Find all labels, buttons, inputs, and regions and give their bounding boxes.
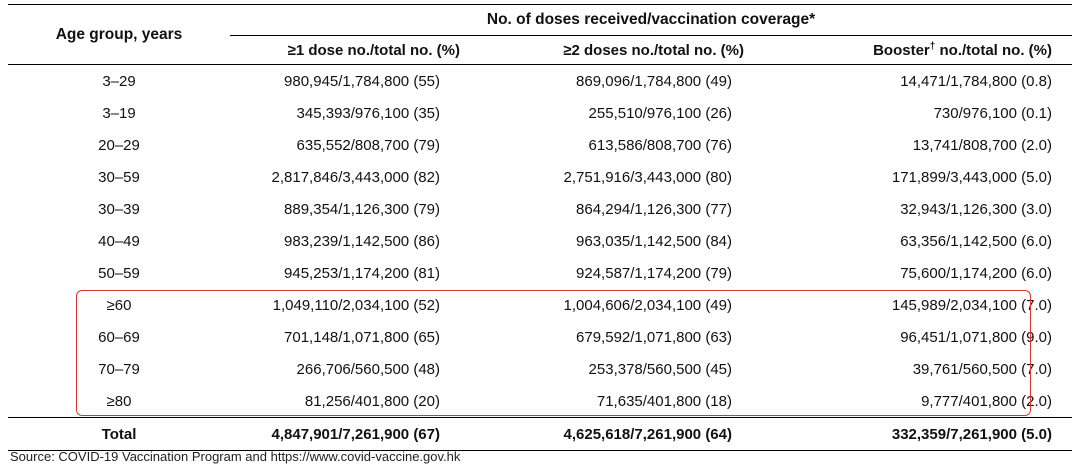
vaccination-coverage-table: Age group, years No. of doses received/v… <box>8 4 1072 451</box>
one-dose-cell: 635,552/808,700 (79) <box>296 136 440 154</box>
booster-cell: 13,741/808,700 (2.0) <box>912 136 1052 154</box>
one-dose-cell: 945,253/1,174,200 (81) <box>284 264 440 282</box>
booster-cell: 730/976,100 (0.1) <box>933 104 1052 122</box>
table-top-rule <box>8 4 1072 5</box>
age-group-cell: 40–49 <box>98 232 140 250</box>
age-group-cell: 60–69 <box>98 328 140 346</box>
one-dose-cell: 701,148/1,071,800 (65) <box>284 328 440 346</box>
age-group-cell: 30–59 <box>98 168 140 186</box>
booster-header-mark: † <box>929 41 936 52</box>
booster-cell: 9,777/401,800 (2.0) <box>921 392 1052 410</box>
booster-cell: 63,356/1,142,500 (6.0) <box>900 232 1052 250</box>
booster-cell: 32,943/1,126,300 (3.0) <box>900 200 1052 218</box>
two-doses-cell: 71,635/401,800 (18) <box>596 392 732 410</box>
two-doses-cell: 253,378/560,500 (45) <box>588 360 732 378</box>
total-label: Total <box>8 417 230 451</box>
two-doses-cell: 924,587/1,174,200 (79) <box>576 264 732 282</box>
booster-header-prefix: Booster <box>873 42 930 59</box>
age-group-cell: ≥80 <box>106 392 132 410</box>
two-doses-header: ≥2 doses no./total no. (%) <box>510 35 796 65</box>
one-dose-header: ≥1 dose no./total no. (%) <box>230 35 510 65</box>
table-body: 3–29 980,945/1,784,800 (55) 869,096/1,784,… <box>8 65 1072 451</box>
booster-cell: 171,899/3,443,000 (5.0) <box>891 168 1052 186</box>
two-doses-cell: 679,592/1,071,800 (63) <box>576 328 732 346</box>
table-row: 3–19 345,393/976,100 (35) 255,510/976,100 … <box>8 97 1072 129</box>
booster-cell: 75,600/1,174,200 (6.0) <box>900 264 1052 282</box>
total-one-dose: 4,847,901/7,261,900 (67) <box>230 417 510 451</box>
two-doses-cell: 2,751,916/3,443,000 (80) <box>563 168 732 186</box>
booster-header: Booster† no./total no. (%) <box>796 35 1072 65</box>
one-dose-cell: 983,239/1,142,500 (86) <box>284 232 440 250</box>
booster-cell: 145,989/2,034,100 (7.0) <box>891 296 1052 314</box>
total-booster: 332,359/7,261,900 (5.0) <box>796 417 1072 451</box>
booster-header-suffix: no./total no. (%) <box>935 42 1053 59</box>
one-dose-cell: 81,256/401,800 (20) <box>304 392 440 410</box>
total-row: Total 4,847,901/7,261,900 (67) 4,625,618/7… <box>8 417 1072 451</box>
table-row: ≥80 81,256/401,800 (20) 71,635/401,800 (18… <box>8 385 1072 418</box>
booster-cell: 14,471/1,784,800 (0.8) <box>900 72 1052 90</box>
age-group-header: Age group, years <box>8 5 230 65</box>
age-group-cell: 30–39 <box>98 200 140 218</box>
source-note: Source: COVID-19 Vaccination Program and… <box>10 449 461 464</box>
age-group-cell: 3–19 <box>102 104 136 122</box>
one-dose-cell: 266,706/560,500 (48) <box>296 360 440 378</box>
doses-group-header: No. of doses received/vaccination covera… <box>230 5 1072 36</box>
table-row: 60–69 701,148/1,071,800 (65) 679,592/1,071… <box>8 321 1072 353</box>
total-two-doses: 4,625,618/7,261,900 (64) <box>510 417 796 451</box>
one-dose-cell: 889,354/1,126,300 (79) <box>284 200 440 218</box>
booster-cell: 39,761/560,500 (7.0) <box>912 360 1052 378</box>
table-row: 30–39 889,354/1,126,300 (79) 864,294/1,126… <box>8 193 1072 225</box>
age-group-cell: 70–79 <box>98 360 140 378</box>
one-dose-cell: 345,393/976,100 (35) <box>296 104 440 122</box>
one-dose-cell: 980,945/1,784,800 (55) <box>284 72 440 90</box>
age-group-cell: 50–59 <box>98 264 140 282</box>
one-dose-cell: 1,049,110/2,034,100 (52) <box>272 296 440 314</box>
age-group-cell: 3–29 <box>102 72 136 90</box>
two-doses-cell: 613,586/808,700 (76) <box>588 136 732 154</box>
two-doses-cell: 1,004,606/2,034,100 (49) <box>563 296 732 314</box>
booster-cell: 96,451/1,071,800 (9.0) <box>900 328 1052 346</box>
table-row: ≥60 1,049,110/2,034,100 (52) 1,004,606/2,0… <box>8 289 1072 321</box>
age-group-cell: ≥60 <box>106 296 132 314</box>
table-row: 30–59 2,817,846/3,443,000 (82) 2,751,916/3… <box>8 161 1072 193</box>
table-row: 3–29 980,945/1,784,800 (55) 869,096/1,784,… <box>8 65 1072 98</box>
two-doses-cell: 255,510/976,100 (26) <box>588 104 732 122</box>
two-doses-cell: 963,035/1,142,500 (84) <box>576 232 732 250</box>
one-dose-cell: 2,817,846/3,443,000 (82) <box>271 168 440 186</box>
two-doses-cell: 869,096/1,784,800 (49) <box>576 72 732 90</box>
table-row: 20–29 635,552/808,700 (79) 613,586/808,700… <box>8 129 1072 161</box>
table-row: 70–79 266,706/560,500 (48) 253,378/560,500… <box>8 353 1072 385</box>
two-doses-cell: 864,294/1,126,300 (77) <box>576 200 732 218</box>
table-row: 40–49 983,239/1,142,500 (86) 963,035/1,142… <box>8 225 1072 257</box>
table-row: 50–59 945,253/1,174,200 (81) 924,587/1,174… <box>8 257 1072 289</box>
age-group-cell: 20–29 <box>98 136 140 154</box>
